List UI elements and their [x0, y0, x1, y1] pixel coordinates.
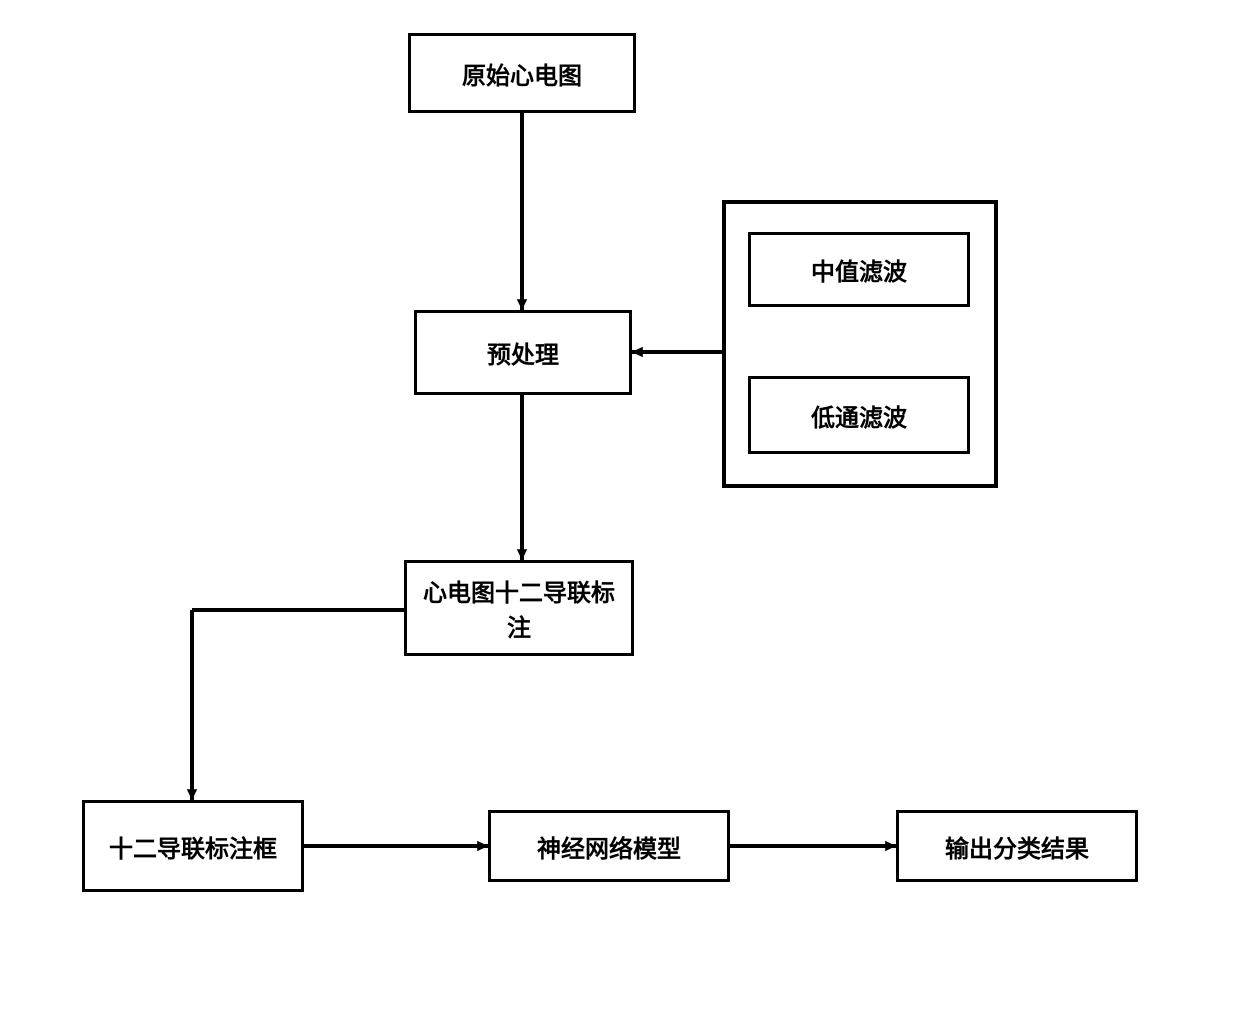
node-label: 原始心电图 [462, 56, 582, 91]
node-neural-network: 神经网络模型 [488, 810, 730, 882]
node-label: 低通滤波 [811, 398, 907, 433]
node-label: 输出分类结果 [945, 829, 1089, 864]
node-lowpass-filter: 低通滤波 [748, 376, 970, 454]
node-original-ecg: 原始心电图 [408, 33, 636, 113]
node-output-result: 输出分类结果 [896, 810, 1138, 882]
node-label: 十二导联标注框 [109, 829, 277, 864]
node-12lead-box: 十二导联标注框 [82, 800, 304, 892]
node-label: 神经网络模型 [537, 829, 681, 864]
node-median-filter: 中值滤波 [748, 232, 970, 307]
node-12lead-annotation: 心电图十二导联标注 [404, 560, 634, 656]
node-label: 中值滤波 [811, 252, 907, 287]
node-label: 预处理 [487, 335, 559, 370]
node-preprocessing: 预处理 [414, 310, 632, 395]
node-label: 心电图十二导联标注 [415, 573, 623, 643]
